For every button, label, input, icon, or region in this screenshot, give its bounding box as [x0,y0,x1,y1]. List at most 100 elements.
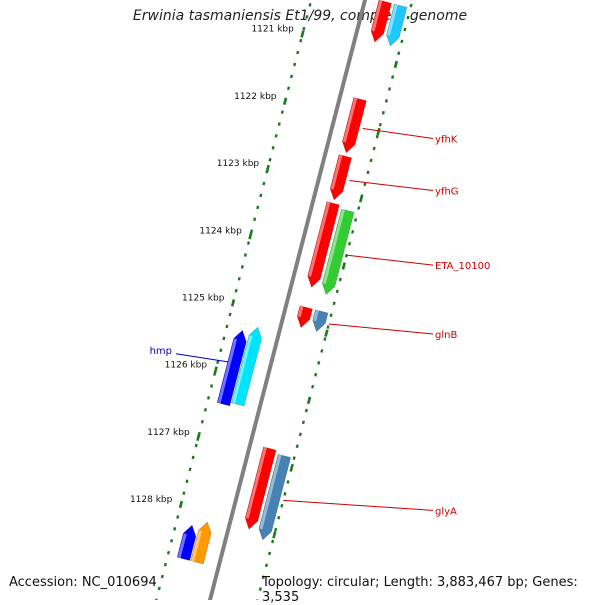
inner-tick-track-dot [248,242,249,245]
gene-label-leader [329,324,433,334]
outer-tick-track-dot [411,4,412,7]
outer-tick-track-dot [288,480,289,483]
outer-tick-track-dot [321,349,322,352]
inner-tick-track-dot [288,87,289,90]
outer-tick-track-dot [337,290,338,293]
outer-tick-track-dot [315,373,316,376]
inner-tick-track-dot [230,313,231,316]
gene-label-leader [283,500,433,510]
inner-tick-track-dot [159,587,160,590]
gene-label: ETA_10100 [435,261,490,272]
inner-tick-track-dot [236,289,237,292]
outer-tick-track-dot [266,564,267,567]
inner-tick-track-dot [242,265,243,268]
outer-tick-track-dot [325,338,326,341]
gene-label-leader [363,128,433,138]
genome-summary: Topology: circular; Length: 3,883,467 bp… [262,575,600,605]
inner-tick-track-dot [165,563,166,566]
outer-tick-track-dot [346,254,347,257]
inner-tick-track-dot [220,349,221,352]
inner-tick-track-dot [187,480,188,483]
outer-tick-track-dot [278,516,279,519]
inner-tick-track-dot [171,539,172,542]
outer-tick-track-dot [371,159,372,162]
gene-arrow-yfhg [330,155,351,200]
gene-label: glyA [435,506,457,517]
inner-tick-track-dot [196,444,197,447]
inner-tick-track-dot [168,551,169,554]
inner-tick-track-dot [245,253,246,256]
gene-label: glnB [435,330,457,341]
outer-tick-track-dot [355,218,356,221]
outer-tick-track-dot [368,171,369,174]
accession-label: Accession: NC_010694 [9,575,157,590]
genome-backbone [207,0,367,600]
outer-tick-track-dot [331,314,332,317]
inner-tick-track-dot [291,75,292,78]
inner-tick-track-dot [227,325,228,328]
outer-tick-track-dot [312,385,313,388]
outer-tick-track-dot [377,135,378,138]
inner-tick-track-dot [300,39,301,42]
outer-major-tick [378,128,380,135]
inner-tick-track-dot [217,361,218,364]
outer-tick-track-dot [303,421,304,424]
gene-label: yfhG [435,187,459,198]
outer-tick-track-dot [260,588,261,591]
inner-tick-track-dot [282,111,283,114]
ruler-label: 1122 kbp [234,92,277,102]
inner-tick-track-dot [273,146,274,149]
inner-tick-track-dot [310,3,311,6]
ruler-major-tick [180,501,182,508]
outer-tick-track-dot [297,445,298,448]
ruler-major-tick [284,98,286,105]
outer-tick-track-dot [269,552,270,555]
outer-tick-track-dot [281,504,282,507]
inner-tick-track-dot [211,384,212,387]
outer-tick-track-dot [300,433,301,436]
outer-major-tick [360,195,362,202]
gene-label: yfhK [435,134,458,145]
inner-tick-track-dot [162,575,163,578]
inner-tick-track-dot [279,122,280,125]
outer-tick-track-dot [328,326,329,329]
gene-label-leader [347,255,433,265]
outer-major-tick [291,464,293,471]
outer-major-tick [308,397,310,404]
ruler-major-tick [302,31,304,38]
inner-tick-track-dot [297,51,298,54]
inner-tick-track-dot [177,515,178,518]
ruler-major-tick [250,232,252,239]
outer-tick-track-dot [389,87,390,90]
gene-label: hmp [150,346,172,357]
outer-tick-track-dot [380,123,381,126]
inner-tick-track-dot [251,230,252,233]
inner-tick-track-dot [294,63,295,66]
outer-tick-track-dot [386,99,387,102]
outer-major-tick [326,330,328,337]
ruler-label: 1126 kbp [165,361,208,371]
inner-tick-track-dot [202,420,203,423]
inner-tick-track-dot [276,134,277,137]
outer-tick-track-dot [272,540,273,543]
inner-tick-track-dot [303,27,304,30]
ruler-major-tick [197,434,199,441]
ruler-label: 1128 kbp [130,495,173,505]
outer-tick-track-dot [408,16,409,19]
inner-tick-track-dot [270,158,271,161]
outer-tick-track-dot [275,528,276,531]
inner-tick-track-dot [205,408,206,411]
outer-major-tick [273,531,275,538]
outer-tick-track-dot [383,111,384,114]
inner-tick-track-dot [190,468,191,471]
inner-tick-track-dot [260,194,261,197]
inner-tick-track-dot [263,182,264,185]
gene-label-leader [349,181,433,191]
inner-tick-track-dot [223,337,224,340]
outer-tick-track-dot [340,278,341,281]
inner-tick-track-dot [307,15,308,18]
outer-tick-track-dot [405,28,406,31]
ruler-label: 1125 kbp [182,294,225,304]
inner-tick-track-dot [257,206,258,209]
